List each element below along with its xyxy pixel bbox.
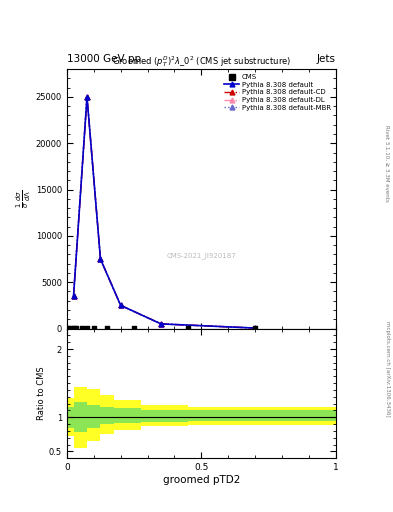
Y-axis label: Ratio to CMS: Ratio to CMS <box>37 367 46 420</box>
Point <box>84 324 90 332</box>
Legend: CMS, Pythia 8.308 default, Pythia 8.308 default-CD, Pythia 8.308 default-DL, Pyt: CMS, Pythia 8.308 default, Pythia 8.308 … <box>221 71 334 114</box>
Text: Jets: Jets <box>317 54 336 64</box>
X-axis label: groomed pTD2: groomed pTD2 <box>163 475 240 485</box>
Text: mcplots.cern.ch [arXiv:1306.3436]: mcplots.cern.ch [arXiv:1306.3436] <box>385 321 389 416</box>
Y-axis label: $\frac{1}{\sigma}\,\frac{d\sigma}{d\Lambda}$: $\frac{1}{\sigma}\,\frac{d\sigma}{d\Lamb… <box>15 190 33 208</box>
Text: 13000 GeV pp: 13000 GeV pp <box>67 54 141 64</box>
Text: Rivet 3.1.10, ≥ 3.3M events: Rivet 3.1.10, ≥ 3.3M events <box>385 125 389 202</box>
Point <box>131 324 137 332</box>
Point <box>70 324 77 332</box>
Point <box>91 324 97 332</box>
Point <box>185 324 191 332</box>
Text: CMS-2021_JI920187: CMS-2021_JI920187 <box>167 252 236 259</box>
Point <box>73 324 79 332</box>
Title: Groomed $(p_T^D)^2\lambda\_0^2$ (CMS jet substructure): Groomed $(p_T^D)^2\lambda\_0^2$ (CMS jet… <box>112 54 291 69</box>
Point <box>65 324 71 332</box>
Point <box>79 324 85 332</box>
Point <box>252 325 259 333</box>
Point <box>104 324 110 332</box>
Point <box>68 324 74 332</box>
